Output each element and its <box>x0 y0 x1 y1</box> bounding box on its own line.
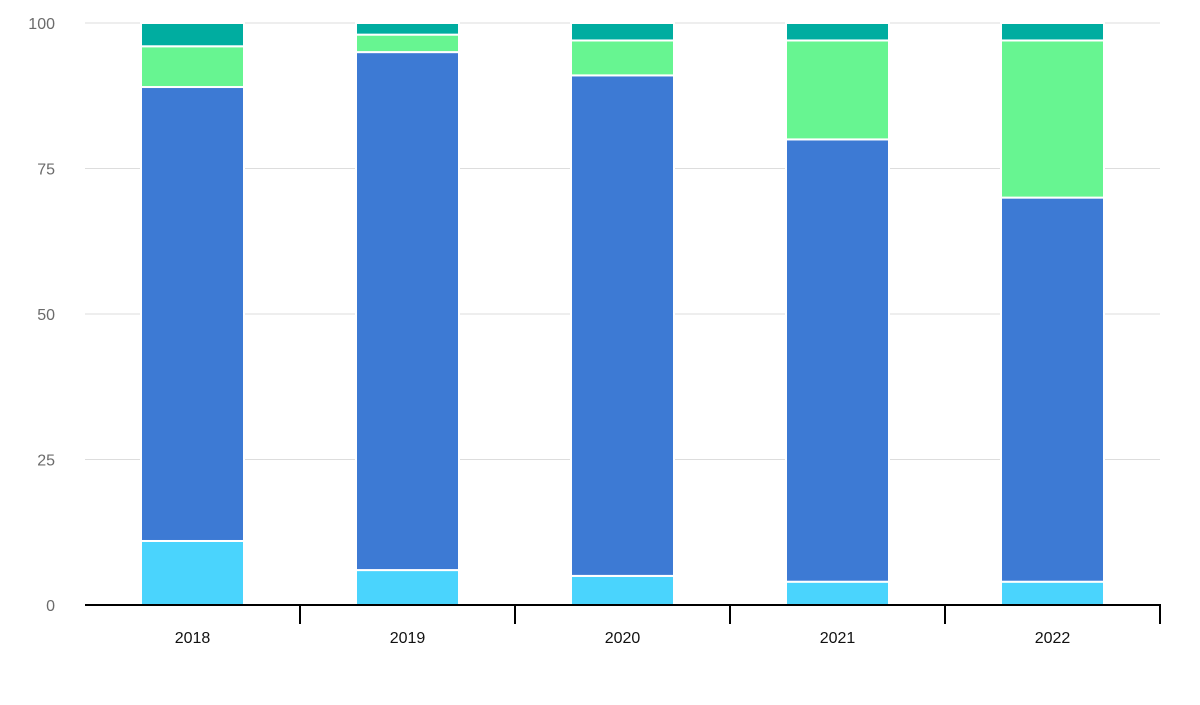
x-axis <box>85 604 1161 624</box>
bar-segment <box>785 22 890 42</box>
y-tick-label: 75 <box>37 162 55 179</box>
bar-segment <box>355 569 460 607</box>
bar-segment <box>1000 580 1105 606</box>
bar-segment <box>1000 22 1105 42</box>
bar-segment <box>355 51 460 572</box>
bar-segment <box>1000 39 1105 199</box>
bar-segment <box>140 86 245 542</box>
x-tick-label: 2021 <box>820 630 856 647</box>
bar-segment <box>785 39 890 141</box>
bar-segment <box>355 22 460 36</box>
bar-segment <box>140 45 245 89</box>
y-tick-label: 100 <box>28 16 55 33</box>
y-tick-label: 0 <box>46 598 55 615</box>
bar-segment <box>570 74 675 577</box>
x-tick-label: 2022 <box>1035 630 1071 647</box>
bar-segment <box>570 39 675 77</box>
x-axis-ticks: 2018 2019 2020 2021 2022 <box>175 630 1071 647</box>
bar-segment <box>785 580 890 606</box>
bar-segment <box>140 539 245 606</box>
y-axis-ticks: 0 25 50 75 100 <box>28 16 55 615</box>
x-tick-label: 2018 <box>175 630 211 647</box>
bar-segment <box>785 138 890 583</box>
bar-segment <box>570 574 675 607</box>
y-tick-label: 25 <box>37 453 55 470</box>
bar-segment <box>1000 196 1105 583</box>
x-tick-label: 2019 <box>390 630 426 647</box>
y-tick-label: 50 <box>37 307 55 324</box>
bar-segment <box>355 33 460 54</box>
bar-segment <box>570 22 675 42</box>
x-tick-label: 2020 <box>605 630 641 647</box>
bars <box>140 22 1105 607</box>
bar-segment <box>140 22 245 48</box>
